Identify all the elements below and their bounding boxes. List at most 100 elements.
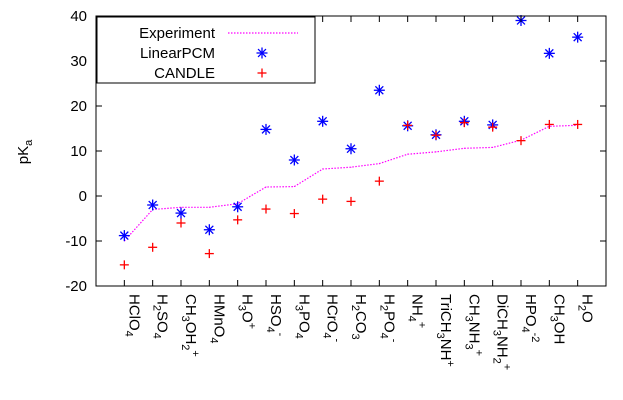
- x-tick-label-part: 4: [321, 332, 333, 338]
- candle-point: [233, 215, 243, 225]
- x-tick-label-part: HCrO: [324, 294, 341, 332]
- candle-point: [176, 218, 186, 228]
- x-tick-label-part: 2: [377, 305, 389, 311]
- legend-label: LinearPCM: [140, 45, 215, 62]
- x-tick-label-part: 2: [179, 344, 191, 350]
- x-tick-label-part: 2: [349, 305, 361, 311]
- y-tick-label: 30: [70, 53, 87, 70]
- x-tick-label: CH3OH: [547, 294, 567, 344]
- x-tick-label: TriCH3NH+: [434, 294, 456, 367]
- experiment-point: [322, 168, 324, 170]
- x-tick-label-part: H: [579, 294, 596, 305]
- x-tick-label-part: -: [274, 333, 286, 337]
- x-tick-label: H2PO4-: [377, 294, 399, 343]
- x-tick-label-part: SO: [154, 311, 171, 333]
- experiment-point: [407, 153, 409, 155]
- x-tick-label-part: HClO: [125, 294, 142, 331]
- x-tick-label-part: OH: [550, 322, 567, 345]
- experiment-point: [293, 186, 295, 188]
- x-tick-label-part: 4: [292, 333, 304, 339]
- x-tick-label-part: 2: [491, 358, 503, 364]
- experiment-point: [492, 146, 494, 148]
- x-tick-label-part: 3: [547, 316, 559, 322]
- candle-point: [318, 194, 328, 204]
- x-tick-label-part: HMnO: [210, 294, 227, 337]
- x-tick-label-part: H: [239, 294, 256, 305]
- series-line-experiment: [123, 124, 578, 242]
- x-tick-label-part: NH: [409, 294, 426, 316]
- y-tick-label: 0: [79, 188, 87, 205]
- experiment-point: [378, 163, 380, 165]
- x-tick-label-part: 3: [179, 316, 191, 322]
- legend-label: Experiment: [139, 25, 216, 42]
- x-tick-label-part: TriCH: [437, 294, 454, 333]
- linearpcm-point: [147, 199, 159, 211]
- x-tick-label-part: 4: [264, 327, 276, 333]
- x-tick-label-part: HSO: [267, 294, 284, 327]
- x-tick-label: DiCH3NH2+: [491, 294, 513, 370]
- y-tick-label: 20: [70, 98, 87, 115]
- x-tick-label-part: 4: [377, 333, 389, 339]
- linearpcm-point: [175, 207, 187, 219]
- linearpcm-point: [543, 47, 555, 59]
- candle-point: [516, 136, 526, 146]
- candle-point: [488, 122, 498, 132]
- x-tick-label-part: +: [246, 323, 258, 329]
- x-tick-label-part: NH: [437, 339, 454, 361]
- x-tick-label-part: NH: [465, 322, 482, 344]
- x-tick-label-part: PO: [295, 311, 312, 333]
- candle-point: [289, 209, 299, 219]
- x-tick-label-part: +: [416, 322, 428, 328]
- experiment-point: [350, 166, 352, 168]
- x-tick-label-part: -: [387, 339, 399, 343]
- y-axis-label-sub: a: [23, 139, 35, 146]
- linearpcm-point: [572, 31, 584, 43]
- x-tick-label-part: 3: [349, 333, 361, 339]
- x-tick-label-part: -: [331, 338, 343, 342]
- x-tick-label-part: 3: [491, 330, 503, 336]
- x-tick-label-part: NH: [494, 336, 511, 358]
- linearpcm-point: [317, 115, 329, 127]
- x-tick-label: H2O: [576, 294, 596, 323]
- linearpcm-point: [232, 201, 244, 213]
- linearpcm-point: [203, 224, 215, 236]
- candle-point: [544, 119, 554, 129]
- legend-swatch-plus: [257, 68, 267, 78]
- x-tick-label-part: 2: [576, 305, 588, 311]
- x-tick-label: HPO4-2: [519, 294, 541, 342]
- candle-point: [148, 242, 158, 252]
- experiment-point: [463, 147, 465, 149]
- x-tick-label: HClO4: [122, 294, 142, 337]
- candle-point: [119, 260, 129, 270]
- x-tick-label-part: +: [189, 350, 201, 356]
- x-tick-label-part: DiCH: [494, 294, 511, 330]
- x-tick-label-part: 4: [207, 337, 219, 343]
- x-tick-label: H2CO3: [349, 294, 369, 340]
- x-tick-label-part: +: [501, 364, 513, 370]
- legend-box: [96, 16, 316, 84]
- experiment-point: [180, 206, 182, 208]
- x-tick-label-part: HPO: [522, 294, 539, 327]
- candle-point: [459, 118, 469, 128]
- candle-point: [573, 119, 583, 129]
- x-tick-label-part: H: [295, 294, 312, 305]
- x-tick-label-part: H: [154, 294, 171, 305]
- x-tick-label-part: CH: [465, 294, 482, 316]
- linearpcm-point: [288, 154, 300, 166]
- x-tick-label-part: 3: [462, 343, 474, 349]
- x-tick-label-part: OH: [182, 322, 199, 345]
- x-tick-label: HCrO4-: [321, 294, 343, 342]
- x-tick-label: HSO4-: [264, 294, 286, 337]
- legend-label: CANDLE: [154, 65, 215, 82]
- y-axis-label: pKa: [15, 139, 35, 164]
- linearpcm-point: [260, 123, 272, 135]
- x-tick-label-part: 4: [406, 316, 418, 322]
- experiment-point: [208, 206, 210, 208]
- x-tick-label: HMnO4: [207, 294, 227, 343]
- x-tick-label-part: H: [352, 294, 369, 305]
- x-tick-label: H3PO4: [292, 294, 312, 339]
- linearpcm-point: [373, 84, 385, 96]
- legend: Experiment LinearPCM CANDLE: [96, 16, 316, 84]
- x-tick-label-part: -2: [529, 333, 541, 343]
